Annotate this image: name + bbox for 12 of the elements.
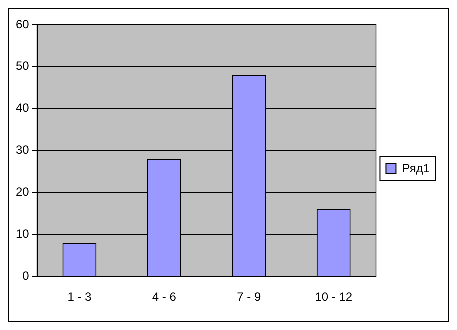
y-tick-label: 40 — [16, 101, 30, 116]
x-tick-label: 4 - 6 — [152, 290, 177, 304]
y-tick-label: 20 — [16, 185, 30, 200]
y-tick-label: 0 — [22, 268, 30, 283]
legend-label: Ряд1 — [402, 161, 430, 176]
y-tick-label: 60 — [16, 17, 30, 32]
y-tick-label: 50 — [16, 59, 30, 74]
x-tick-label: 10 - 12 — [315, 290, 353, 304]
y-tick-label: 30 — [16, 143, 30, 158]
x-tick-label: 7 - 9 — [237, 290, 262, 304]
y-tick-label: 10 — [16, 226, 30, 241]
x-tick-label: 1 - 3 — [68, 290, 92, 304]
